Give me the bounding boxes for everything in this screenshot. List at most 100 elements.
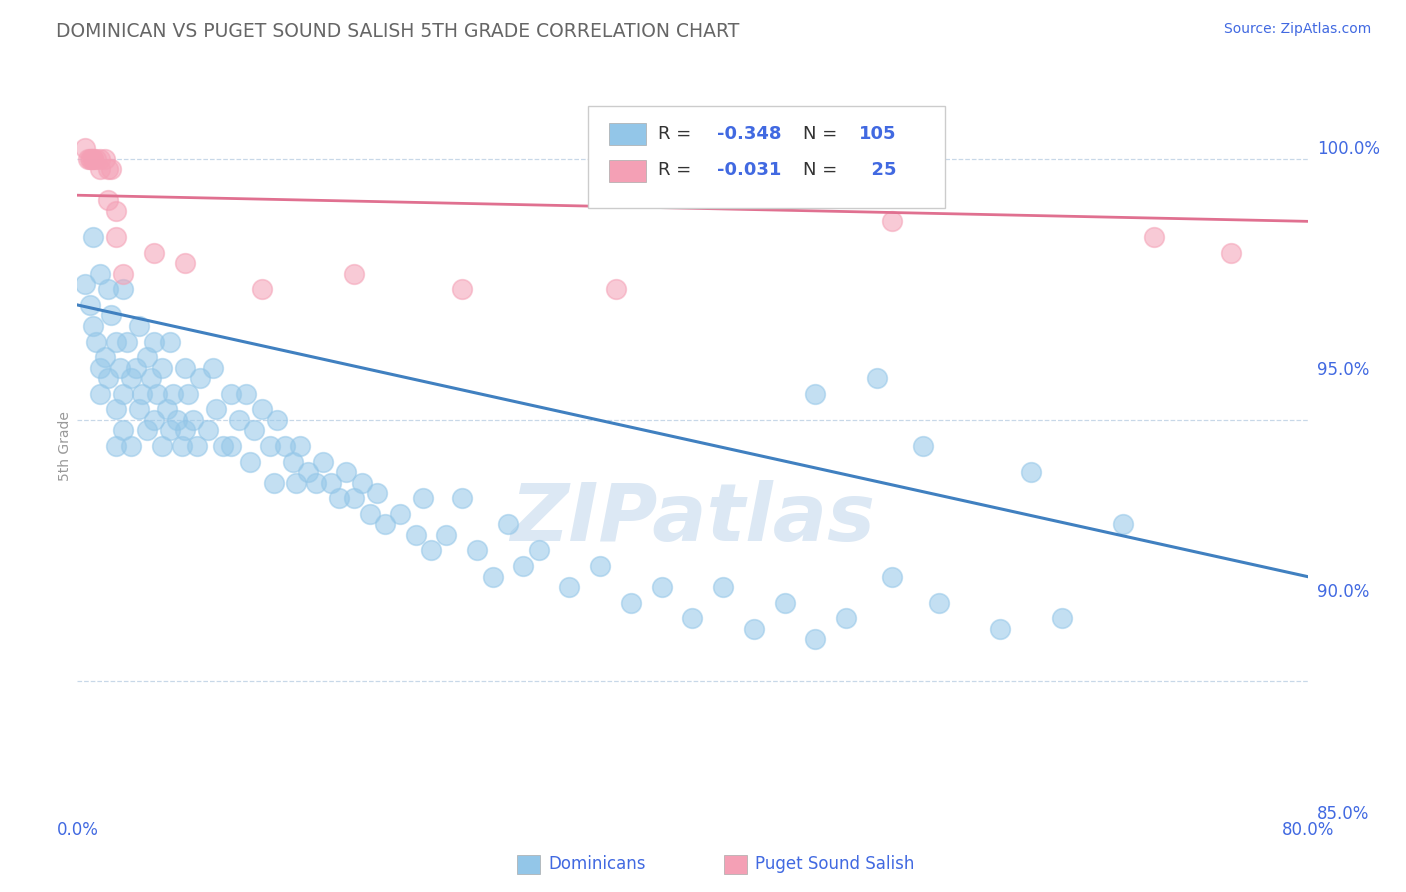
Point (89, 386, 111, 401)
Point (512, 559, 534, 574)
Point (263, 475, 285, 490)
Point (115, 334, 138, 349)
Text: 105: 105 (859, 125, 896, 143)
Point (84, 334, 107, 349)
Point (177, 386, 200, 401)
Text: 25: 25 (859, 161, 896, 179)
Point (97, 194, 120, 208)
Point (305, 475, 328, 490)
Point (135, 423, 157, 437)
Point (94, 350, 117, 364)
Point (112, 267, 135, 281)
Point (82, 318, 104, 333)
Text: -0.031: -0.031 (717, 161, 782, 179)
Point (804, 386, 827, 401)
Point (912, 439, 935, 453)
Point (343, 267, 366, 281)
Point (197, 423, 219, 437)
Point (170, 439, 193, 453)
Text: N =: N = (803, 161, 844, 179)
Bar (724, 855, 747, 874)
Point (201, 360, 224, 375)
Point (420, 543, 443, 558)
Point (166, 413, 188, 427)
Point (143, 413, 166, 427)
Point (389, 507, 412, 521)
Bar (517, 855, 540, 874)
Point (82, 152, 104, 166)
Point (89, 360, 111, 375)
Point (928, 596, 950, 610)
Point (266, 413, 288, 427)
Text: Puget Sound Salish: Puget Sound Salish (755, 855, 914, 873)
Point (312, 455, 335, 469)
Point (73, 141, 96, 155)
Point (131, 386, 153, 401)
Text: Dominicans: Dominicans (548, 855, 645, 873)
Point (104, 334, 127, 349)
Point (73, 277, 96, 291)
Point (80, 152, 103, 166)
Point (146, 386, 169, 401)
Point (100, 162, 122, 177)
FancyBboxPatch shape (609, 123, 645, 145)
Point (250, 402, 273, 417)
Point (135, 350, 157, 364)
Text: ZIPatlas: ZIPatlas (510, 480, 875, 558)
Point (186, 439, 208, 453)
Point (125, 360, 148, 375)
Point (235, 386, 257, 401)
Point (112, 282, 135, 296)
Point (1019, 465, 1042, 479)
Point (181, 413, 204, 427)
Point (297, 465, 319, 479)
Point (204, 402, 226, 417)
Point (882, 214, 904, 228)
Point (1050, 611, 1073, 625)
Point (159, 423, 181, 437)
Point (159, 334, 181, 349)
Point (835, 611, 858, 625)
Point (84, 152, 107, 166)
Point (281, 455, 304, 469)
Point (97, 371, 120, 385)
Point (128, 318, 150, 333)
Point (366, 486, 388, 500)
Point (1219, 245, 1241, 260)
Point (174, 256, 197, 270)
Point (527, 543, 550, 558)
Point (558, 580, 581, 594)
Point (212, 439, 235, 453)
Point (104, 402, 127, 417)
Point (651, 580, 673, 594)
Point (219, 386, 242, 401)
Point (682, 611, 704, 625)
Text: -0.348: -0.348 (717, 125, 782, 143)
Point (239, 455, 262, 469)
Point (155, 402, 177, 417)
Point (77, 152, 100, 166)
Point (219, 439, 242, 453)
Point (243, 423, 266, 437)
Point (290, 439, 312, 453)
Point (496, 517, 519, 532)
Point (141, 371, 163, 385)
Point (481, 569, 503, 583)
Point (773, 596, 796, 610)
Point (620, 596, 643, 610)
Text: R =: R = (658, 161, 697, 179)
Point (882, 569, 904, 583)
Point (188, 371, 212, 385)
Point (104, 439, 127, 453)
Point (104, 203, 127, 218)
Point (97, 282, 120, 296)
Point (110, 360, 132, 375)
Point (866, 371, 889, 385)
Point (89, 162, 111, 177)
Point (150, 360, 173, 375)
Point (143, 245, 166, 260)
Text: N =: N = (803, 125, 844, 143)
Point (465, 543, 488, 558)
Point (804, 632, 827, 647)
Point (711, 580, 734, 594)
